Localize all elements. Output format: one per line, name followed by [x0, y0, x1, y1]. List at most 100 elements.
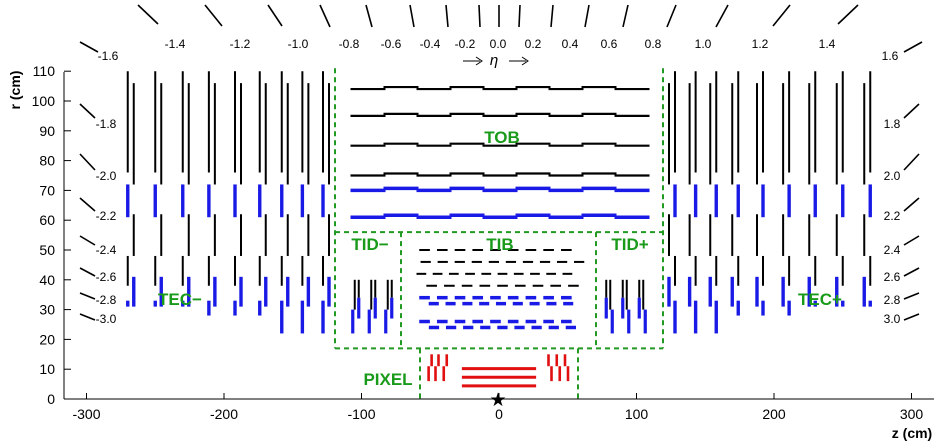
- y-tick-label: 60: [39, 212, 55, 228]
- eta-tick-right: [903, 267, 920, 277]
- eta-label-right: 1.8: [884, 117, 901, 131]
- y-axis-title: r (cm): [7, 71, 23, 110]
- eta-label-top: 0.8: [645, 37, 662, 51]
- eta-label-left: -3.0: [96, 312, 117, 326]
- eta-tick-top: [137, 4, 159, 25]
- eta-tick-left: [79, 103, 96, 119]
- eta-tick-top: [319, 4, 331, 28]
- x-tick-label: -200: [210, 406, 238, 422]
- eta-label-left: -1.8: [96, 117, 117, 131]
- region-labels: TOB TIB TID− TID+ TEC− TEC+ PIXEL: [158, 128, 842, 389]
- eta-label-left: -2.8: [96, 293, 117, 307]
- eta-label-right: 2.0: [884, 169, 901, 183]
- eta-tick-left: [79, 313, 96, 321]
- eta-tick-top: [622, 4, 629, 28]
- y-tick-label: 0: [47, 391, 55, 407]
- eta-tick-right: [903, 103, 920, 119]
- interaction-point-star-icon: ★: [489, 390, 506, 411]
- y-tick-label: 30: [39, 302, 55, 318]
- eta-label-top: 1.4: [819, 37, 836, 51]
- eta-label-right: 2.4: [884, 243, 901, 257]
- eta-tick-marks: [79, 4, 923, 321]
- eta-label-top: 1.2: [752, 37, 769, 51]
- eta-tick-right: [903, 197, 920, 212]
- eta-tick-top: [715, 4, 729, 28]
- eta-tick-right: [903, 153, 920, 171]
- eta-tick-left: [79, 235, 96, 246]
- eta-tick-top: [365, 4, 373, 28]
- x-axis-title: z (cm): [892, 425, 932, 441]
- region-boundaries: [334, 68, 664, 399]
- eta-label-right: 2.8: [884, 293, 901, 307]
- eta-tick-left: [79, 197, 96, 212]
- tib-layers: [416, 249, 585, 330]
- eta-label-top: 0.0: [490, 37, 507, 51]
- x-tick-label: 0: [495, 406, 503, 422]
- x-tick-label: -100: [347, 406, 375, 422]
- y-tick-label: 50: [39, 242, 55, 258]
- y-tick-label: 40: [39, 272, 55, 288]
- eta-label-right: 2.6: [884, 270, 901, 284]
- tec-plus-label: TEC+: [798, 290, 842, 309]
- tec-disks: [126, 71, 872, 334]
- eta-tick-top: [409, 4, 415, 28]
- eta-direction-arrow: η: [463, 52, 529, 69]
- eta-label-top: 0.2: [525, 37, 542, 51]
- x-axis-ticks: -300 -200 -100 0 100 200 300: [72, 393, 923, 422]
- eta-tick-top: [204, 4, 223, 27]
- eta-tick-right: [903, 313, 920, 321]
- tid-plus-label: TID+: [611, 235, 648, 254]
- eta-tick-top: [518, 4, 521, 28]
- axis-titles: r (cm) z (cm): [7, 71, 932, 441]
- eta-tick-top: [478, 4, 481, 28]
- eta-tick-left: [79, 153, 96, 171]
- eta-label-top: -0.8: [339, 37, 360, 51]
- x-tick-label: 200: [762, 406, 786, 422]
- eta-label-top: -1.2: [230, 37, 251, 51]
- eta-tick-left: [79, 292, 96, 300]
- eta-label-top: -1.6: [98, 49, 119, 63]
- eta-label-right: 3.0: [884, 312, 901, 326]
- tob-layers: [350, 85, 650, 219]
- tid-disks: [351, 279, 647, 334]
- eta-label-top: 1.0: [695, 37, 712, 51]
- eta-label-top: -0.2: [455, 37, 476, 51]
- eta-label-left: -2.6: [96, 270, 117, 284]
- eta-tick-top: [666, 4, 677, 28]
- eta-labels: -1.6 -1.4 -1.2 -1.0 -0.8 -0.6 -0.4 -0.2 …: [96, 37, 901, 326]
- eta-tick-top: [267, 4, 283, 27]
- y-tick-label: 90: [39, 123, 55, 139]
- eta-label-top: 0.4: [562, 37, 579, 51]
- eta-tick-top: [445, 4, 449, 28]
- eta-tick-top: [550, 4, 554, 28]
- eta-arrow-label: η: [490, 52, 498, 69]
- tob-label: TOB: [484, 128, 520, 147]
- y-tick-label: 10: [39, 361, 55, 377]
- tib-label: TIB: [486, 235, 513, 254]
- eta-label-top: -0.4: [420, 37, 441, 51]
- eta-label-top: 0.6: [601, 37, 618, 51]
- x-tick-label: -300: [72, 406, 100, 422]
- eta-label-top: -1.4: [165, 37, 186, 51]
- tid-minus-label: TID−: [351, 235, 388, 254]
- eta-tick-top: [584, 4, 590, 28]
- x-tick-label: 100: [625, 406, 649, 422]
- pixel-detector: [427, 354, 570, 388]
- eta-label-left: -2.0: [96, 169, 117, 183]
- x-tick-label: 300: [900, 406, 924, 422]
- eta-tick-top: [772, 4, 791, 27]
- eta-tick-left: [79, 267, 96, 277]
- eta-tick-top: [837, 4, 859, 25]
- eta-tick-right: [903, 292, 920, 300]
- eta-label-left: -2.4: [96, 243, 117, 257]
- eta-tick-left: [79, 41, 99, 53]
- eta-label-top: -1.0: [288, 37, 309, 51]
- tec-minus-label: TEC−: [158, 290, 202, 309]
- y-axis-ticks: 0 10 20 30 40 50 60 70 80 90 100 110: [32, 63, 71, 407]
- pixel-label: PIXEL: [363, 370, 412, 389]
- y-tick-label: 100: [32, 93, 56, 109]
- eta-label-right: 2.2: [884, 209, 901, 223]
- eta-label-top: -0.6: [381, 37, 402, 51]
- eta-label-top: 1.6: [882, 49, 899, 63]
